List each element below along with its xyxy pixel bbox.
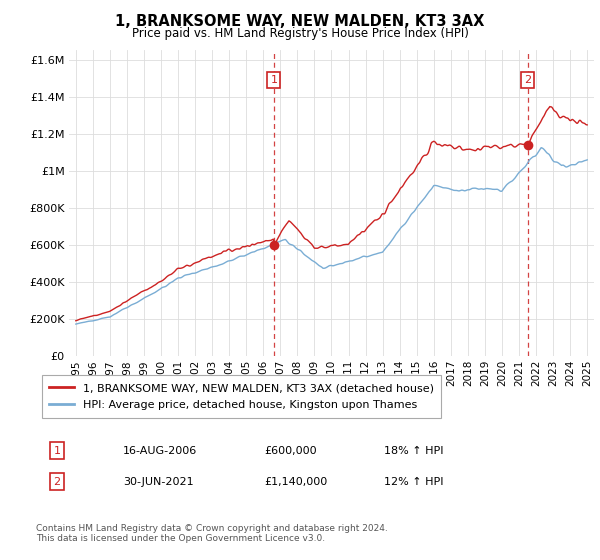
Text: 18% ↑ HPI: 18% ↑ HPI [384,446,443,456]
Text: Contains HM Land Registry data © Crown copyright and database right 2024.
This d: Contains HM Land Registry data © Crown c… [36,524,388,543]
Text: 1: 1 [271,75,277,85]
Text: 2: 2 [53,477,61,487]
Text: 1: 1 [53,446,61,456]
Text: 2: 2 [524,75,531,85]
Text: 1, BRANKSOME WAY, NEW MALDEN, KT3 3AX: 1, BRANKSOME WAY, NEW MALDEN, KT3 3AX [115,14,485,29]
Text: 16-AUG-2006: 16-AUG-2006 [123,446,197,456]
Text: £1,140,000: £1,140,000 [264,477,327,487]
Text: £600,000: £600,000 [264,446,317,456]
Legend: 1, BRANKSOME WAY, NEW MALDEN, KT3 3AX (detached house), HPI: Average price, deta: 1, BRANKSOME WAY, NEW MALDEN, KT3 3AX (d… [41,375,442,418]
Text: 30-JUN-2021: 30-JUN-2021 [123,477,194,487]
Text: 12% ↑ HPI: 12% ↑ HPI [384,477,443,487]
Text: Price paid vs. HM Land Registry's House Price Index (HPI): Price paid vs. HM Land Registry's House … [131,27,469,40]
